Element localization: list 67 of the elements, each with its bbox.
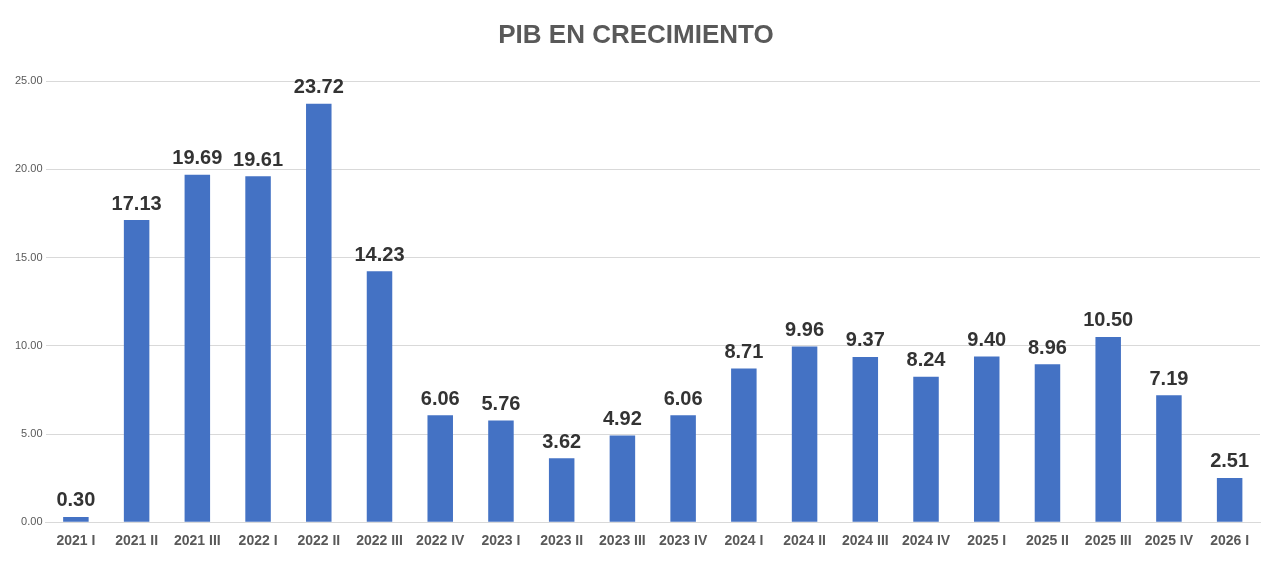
x-tick-label: 2021 I — [56, 532, 96, 549]
x-tick-label: 2021 II — [115, 532, 159, 549]
data-label: 10.50 — [1083, 308, 1134, 331]
y-tick-label: 0.00 — [21, 515, 43, 528]
data-label: 0.30 — [56, 488, 96, 511]
bar — [609, 435, 636, 522]
x-tick-label: 2023 IV — [658, 532, 708, 549]
bar — [1216, 477, 1243, 522]
data-label: 9.37 — [845, 328, 885, 351]
data-label: 8.96 — [1028, 335, 1067, 358]
bar — [1156, 395, 1182, 522]
y-tick-label: 5.00 — [21, 427, 43, 440]
data-label: 8.71 — [724, 340, 764, 363]
data-label: 19.61 — [233, 147, 284, 170]
data-label: 23.72 — [293, 75, 344, 98]
bar — [670, 415, 696, 522]
bar — [306, 103, 332, 522]
bar — [245, 176, 271, 522]
data-label: 2.51 — [1210, 449, 1250, 472]
x-tick-label: 2023 I — [481, 532, 521, 549]
data-label: 17.13 — [111, 191, 162, 214]
data-label: 19.69 — [172, 146, 223, 169]
y-tick-label: 15.00 — [15, 250, 43, 263]
x-tick-label: 2023 III — [599, 532, 646, 549]
x-tick-label: 2022 II — [297, 532, 341, 549]
bar — [123, 220, 150, 522]
x-tick-label: 2022 IV — [416, 532, 466, 549]
bar — [731, 368, 757, 522]
x-tick-label: 2024 II — [783, 532, 826, 549]
bar — [791, 346, 818, 522]
y-tick-label: 25.00 — [15, 74, 43, 87]
bar — [973, 356, 1000, 522]
bar — [852, 356, 879, 522]
x-tick-label: 2025 II — [1026, 532, 1069, 549]
x-tick-label: 2024 IV — [901, 532, 951, 549]
x-tick-label: 2021 III — [173, 532, 221, 549]
bar — [366, 271, 393, 522]
bar — [488, 420, 514, 522]
chart-title: PIB EN CRECIMIENTO — [498, 18, 774, 49]
x-tick-label: 2022 III — [356, 532, 403, 549]
bar — [63, 516, 89, 522]
x-tick-label: 2023 II — [540, 532, 584, 549]
y-tick-label: 10.00 — [15, 338, 43, 351]
data-label: 6.06 — [663, 386, 703, 409]
bar — [548, 458, 575, 522]
data-label: 9.96 — [785, 318, 825, 341]
data-label: 4.92 — [602, 406, 642, 429]
x-tick-label: 2024 III — [841, 532, 889, 549]
bar — [427, 415, 453, 522]
bar — [1095, 336, 1121, 522]
x-tick-label: 2025 IV — [1144, 532, 1194, 549]
data-label: 8.24 — [906, 348, 947, 371]
bar — [184, 174, 211, 522]
data-label: 6.06 — [420, 386, 460, 409]
x-tick-label: 2025 I — [967, 532, 1007, 549]
data-label: 7.19 — [1149, 366, 1189, 389]
bar — [1034, 364, 1061, 522]
y-tick-label: 20.00 — [15, 162, 43, 175]
x-tick-label: 2022 I — [238, 532, 278, 549]
data-label: 9.40 — [967, 327, 1007, 350]
data-label: 3.62 — [542, 429, 582, 452]
data-label: 5.76 — [481, 392, 521, 415]
bar — [913, 376, 939, 522]
data-label: 14.23 — [354, 242, 405, 265]
x-tick-label: 2025 III — [1084, 532, 1132, 549]
x-tick-label: 2024 I — [724, 532, 764, 549]
x-tick-label: 2026 I — [1210, 532, 1250, 549]
